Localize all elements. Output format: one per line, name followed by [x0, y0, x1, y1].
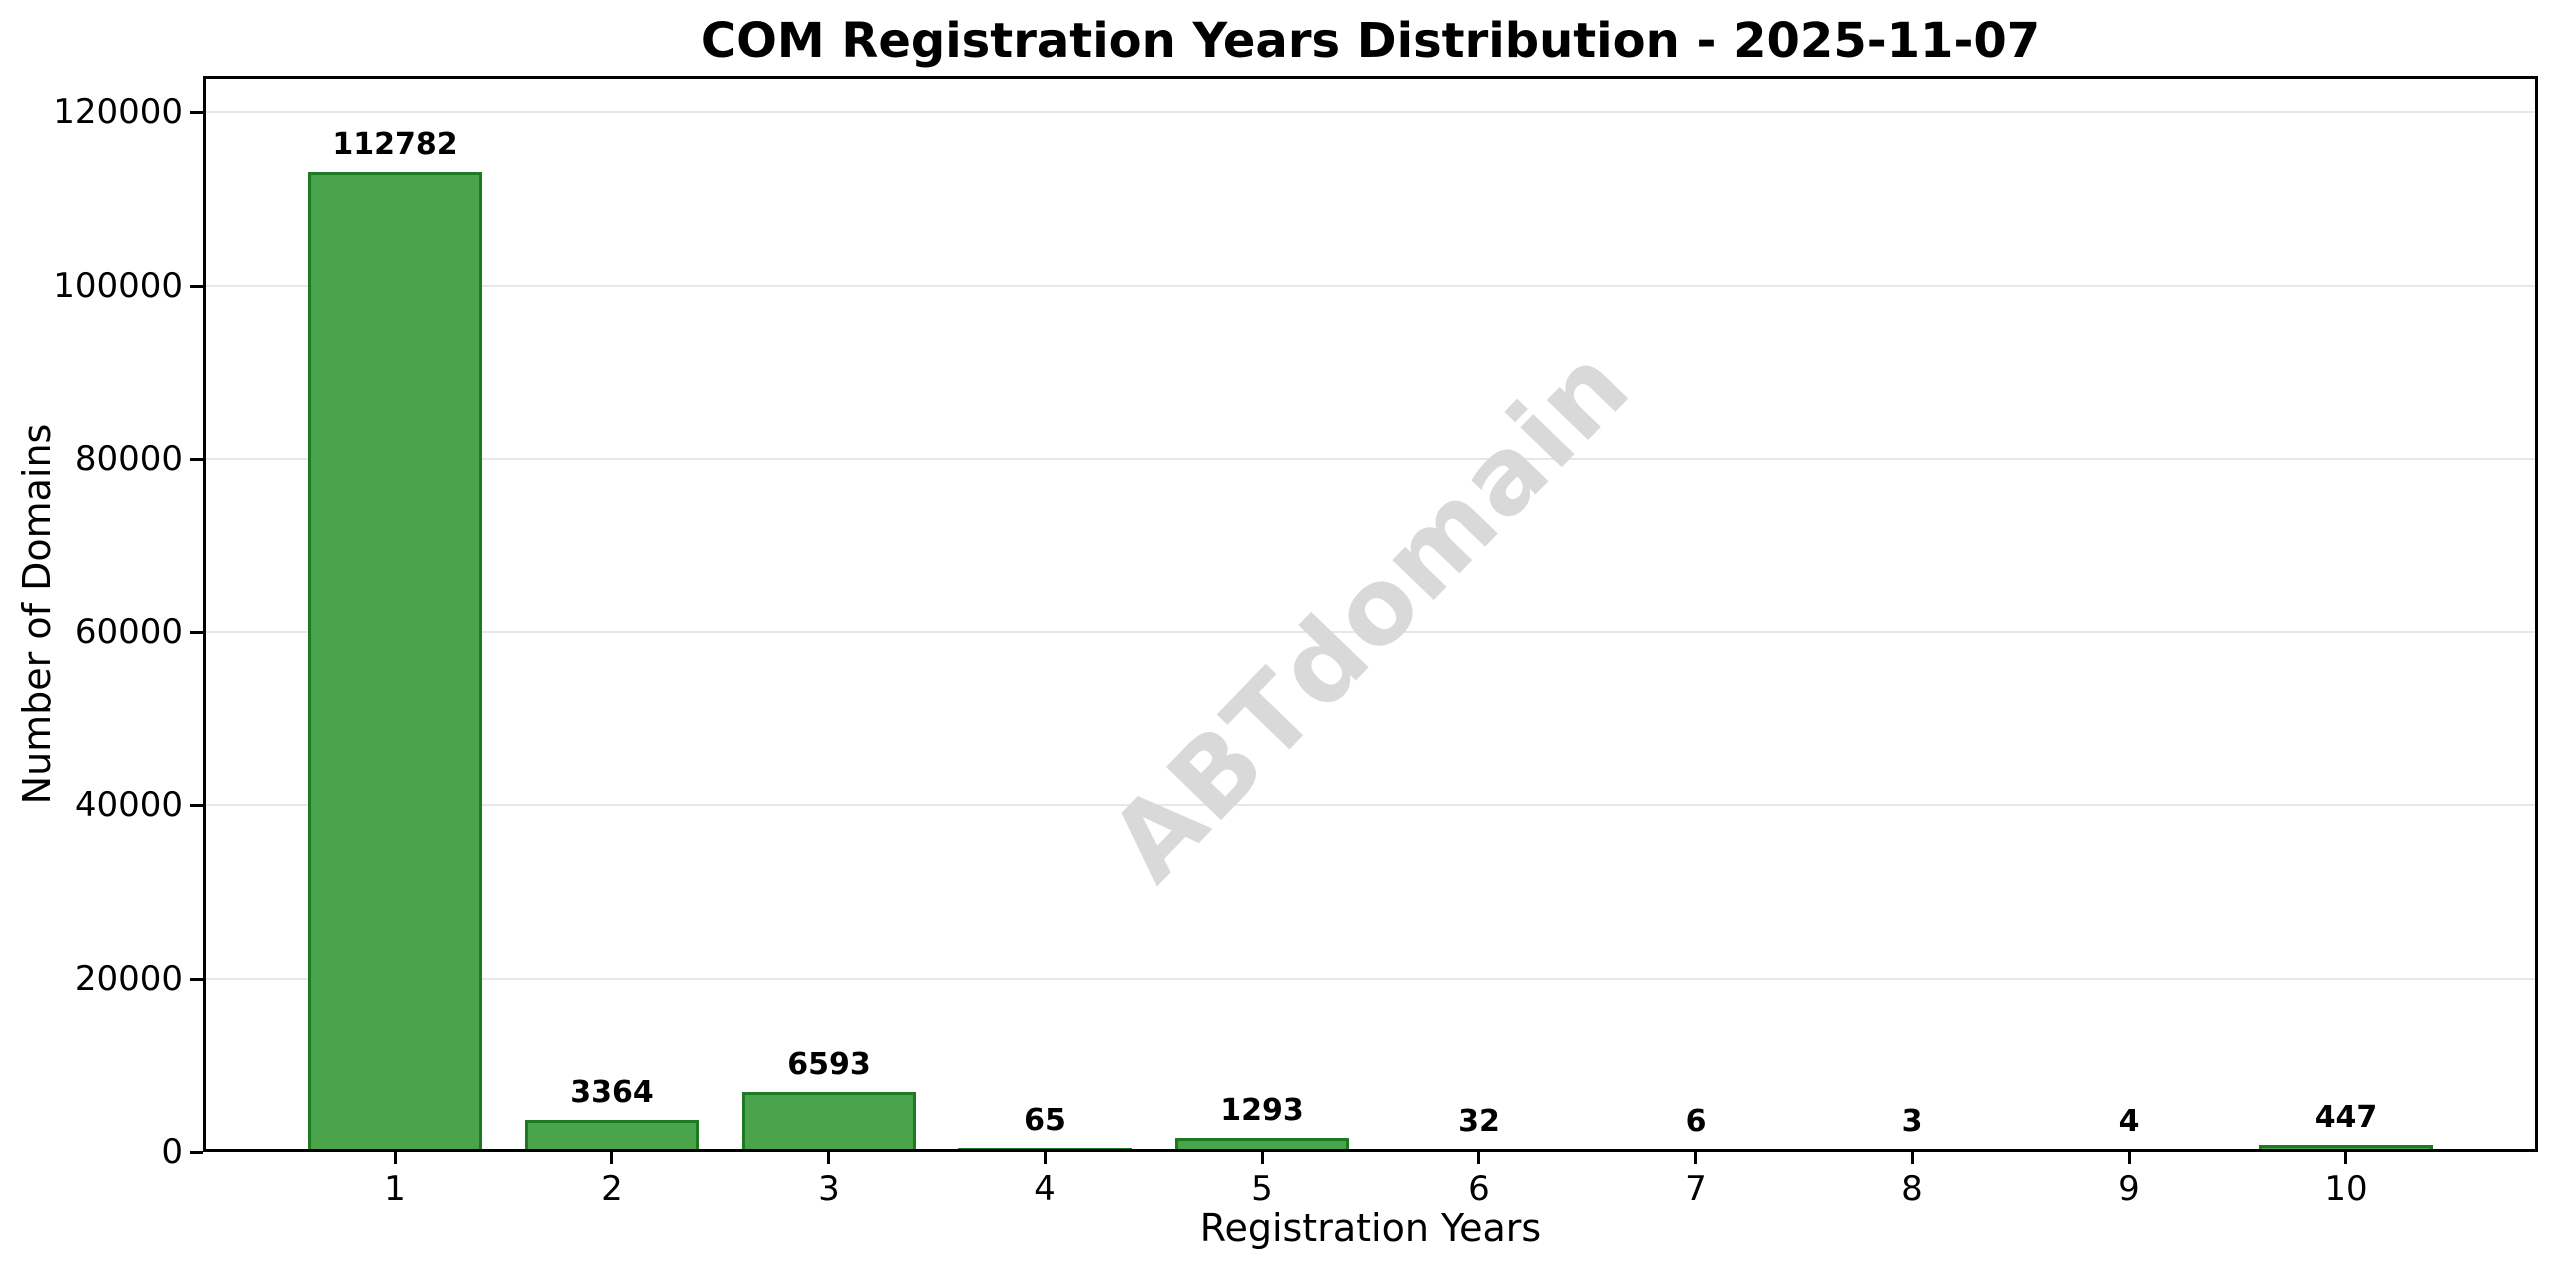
x-tick-mark — [1261, 1152, 1264, 1164]
x-tick-mark — [394, 1152, 397, 1164]
gridline — [203, 978, 2538, 980]
bar-value-label: 112782 — [332, 127, 458, 162]
bar-value-label: 3364 — [570, 1075, 654, 1110]
bar-value-label: 6 — [1685, 1104, 1707, 1139]
bar-value-label: 3 — [1901, 1104, 1923, 1139]
plot-frame — [203, 76, 2538, 1152]
x-tick-label: 3 — [818, 1169, 840, 1209]
y-tick-label: 100000 — [53, 266, 183, 306]
bar-value-label: 6593 — [787, 1047, 871, 1082]
gridline — [203, 804, 2538, 806]
y-tick-mark — [190, 458, 203, 461]
x-tick-label: 4 — [1034, 1169, 1056, 1209]
x-tick-mark — [827, 1152, 830, 1164]
y-tick-label: 120000 — [53, 92, 183, 132]
x-tick-mark — [2344, 1152, 2347, 1164]
x-tick-mark — [1044, 1152, 1047, 1164]
x-tick-label: 6 — [1468, 1169, 1490, 1209]
gridline — [203, 111, 2538, 113]
x-axis-label: Registration Years — [1199, 1206, 1542, 1250]
y-tick-label: 40000 — [74, 785, 183, 825]
x-tick-label: 2 — [601, 1169, 623, 1209]
x-tick-mark — [2128, 1152, 2131, 1164]
x-tick-label: 7 — [1685, 1169, 1707, 1209]
y-tick-mark — [190, 111, 203, 114]
x-tick-label: 8 — [1901, 1169, 1923, 1209]
bar-value-label: 32 — [1458, 1104, 1500, 1139]
bar-value-label: 447 — [2314, 1100, 2378, 1135]
x-tick-mark — [1477, 1152, 1480, 1164]
x-tick-mark — [1694, 1152, 1697, 1164]
y-tick-label: 0 — [161, 1132, 183, 1172]
bar-value-label: 4 — [2118, 1104, 2140, 1139]
x-tick-label: 1 — [384, 1169, 406, 1209]
y-tick-label: 60000 — [74, 612, 183, 652]
x-tick-label: 9 — [2118, 1169, 2140, 1209]
watermark-text: ABTdomain — [1086, 323, 1654, 905]
y-tick-mark — [190, 1151, 203, 1154]
x-tick-mark — [610, 1152, 613, 1164]
x-tick-label: 10 — [2324, 1169, 2368, 1209]
bar — [1175, 1138, 1349, 1152]
bar-value-label: 65 — [1024, 1103, 1066, 1138]
bar-value-label: 1293 — [1220, 1093, 1304, 1128]
y-tick-label: 80000 — [74, 439, 183, 479]
bar — [742, 1092, 916, 1152]
bar — [2259, 1145, 2433, 1152]
chart-title: COM Registration Years Distribution - 20… — [700, 13, 2041, 69]
y-tick-label: 20000 — [74, 959, 183, 999]
gridline — [203, 458, 2538, 460]
y-tick-mark — [190, 285, 203, 288]
x-tick-label: 5 — [1251, 1169, 1273, 1209]
y-tick-mark — [190, 804, 203, 807]
x-tick-mark — [1911, 1152, 1914, 1164]
gridline — [203, 285, 2538, 287]
y-tick-mark — [190, 631, 203, 634]
bar — [308, 172, 482, 1152]
y-tick-mark — [190, 978, 203, 981]
gridline — [203, 631, 2538, 633]
bar — [525, 1120, 699, 1152]
